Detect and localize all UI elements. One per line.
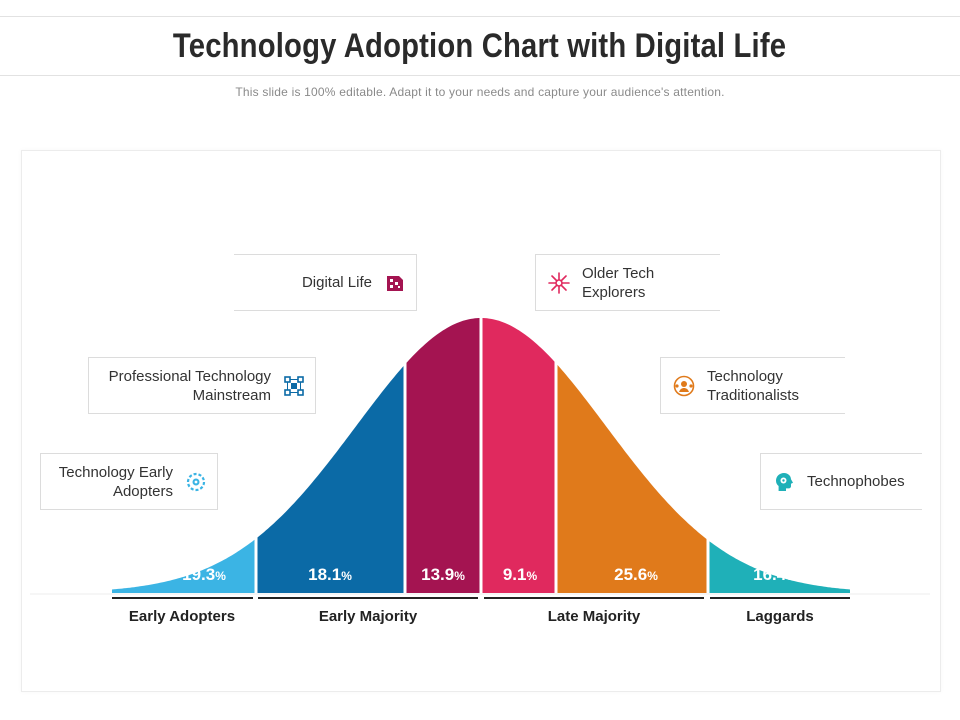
head-icon <box>776 472 793 491</box>
segment-older-tech-explorers <box>481 318 556 593</box>
segment-technophobes <box>708 540 850 593</box>
label-digital-life: Digital Life <box>234 254 417 311</box>
burst-icon <box>548 271 570 294</box>
segment-early-adopters <box>112 538 256 593</box>
page-title: Technology Adoption Chart with Digital L… <box>173 26 787 65</box>
label-technology-early-adopters: Technology Early Adopters <box>40 453 218 510</box>
pct-label-digital-life: 13.9% <box>403 565 483 585</box>
digital-grid-icon <box>387 275 403 291</box>
label-technophobes: Technophobes <box>760 453 922 510</box>
pct-value: 19.3 <box>182 565 216 584</box>
pct-label-older-tech: 9.1% <box>480 565 560 585</box>
pct-unit: % <box>786 569 797 583</box>
group-label-late-majority: Late Majority <box>547 608 641 625</box>
label-professional-technology-mainstream: Professional Technology Mainstream <box>88 357 316 414</box>
pct-unit: % <box>454 569 465 583</box>
network-icon <box>284 375 304 396</box>
people-circle-icon <box>673 375 695 396</box>
pct-value: 18.1 <box>308 565 342 584</box>
pct-label-technophobes: 16.4% <box>735 565 815 585</box>
pct-value: 16.4 <box>753 565 787 584</box>
pct-value: 13.9 <box>421 565 455 584</box>
pct-unit: % <box>526 569 538 583</box>
group-label-laggards: Laggards <box>746 608 814 625</box>
group-label-early-adopters: Early Adopters <box>128 608 236 625</box>
label-text: Older Tech Explorers <box>582 264 655 301</box>
label-text: Technology Traditionalists <box>707 367 799 404</box>
pct-unit: % <box>341 569 352 583</box>
segment-traditionalists <box>556 363 708 593</box>
title-bar: Technology Adoption Chart with Digital L… <box>0 16 960 76</box>
pct-label-traditionalists: 25.6% <box>596 565 676 585</box>
pct-unit: % <box>647 569 658 583</box>
label-text: Professional Technology Mainstream <box>108 367 271 404</box>
segment-mainstream <box>256 364 405 593</box>
label-text: Digital Life <box>301 274 372 291</box>
segment-digital-life <box>405 318 481 593</box>
group-label-early-majority: Early Majority <box>318 608 418 625</box>
label-older-tech-explorers: Older Tech Explorers <box>535 254 720 311</box>
label-technology-traditionalists: Technology Traditionalists <box>660 357 845 414</box>
gear-circuit-icon <box>186 472 206 491</box>
pct-label-early-adopters: 19.3% <box>164 565 244 585</box>
pct-value: 25.6 <box>614 565 648 584</box>
label-text: Technology Early Adopters <box>58 463 173 500</box>
pct-label-mainstream: 18.1% <box>290 565 370 585</box>
pct-unit: % <box>215 569 226 583</box>
page-subtitle: This slide is 100% editable. Adapt it to… <box>235 85 725 99</box>
pct-value: 9.1 <box>502 565 527 584</box>
label-text: Technophobes <box>807 473 905 490</box>
